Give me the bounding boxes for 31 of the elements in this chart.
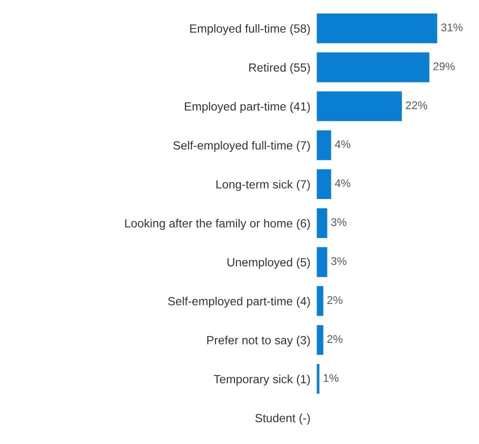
bar: [316, 362, 321, 396]
y-tick-label: Prefer not to say (3): [207, 336, 310, 347]
bar: [316, 168, 333, 200]
y-tick-label: Employed part-time (41): [184, 102, 310, 113]
y-tick-label: Unemployed (5): [228, 258, 310, 269]
data-label: 2%: [327, 296, 342, 304]
data-label: 3%: [331, 218, 346, 226]
data-label: 22%: [406, 101, 428, 110]
bar: [316, 90, 404, 123]
y-tick-label: Long-term sick (7): [216, 180, 310, 191]
data-label: 1%: [324, 374, 339, 382]
y-tick-label: Student (-): [255, 414, 310, 425]
y-tick-label: Self-employed full-time (7): [173, 140, 310, 152]
y-tick-label: Retired (55): [249, 63, 310, 74]
y-tick-label: Self-employed part-time (4): [168, 296, 310, 308]
data-label: 4%: [334, 140, 350, 148]
y-tick-label: Looking after the family or home (6): [125, 218, 310, 230]
data-label: 4%: [334, 179, 350, 188]
data-label: 3%: [331, 257, 346, 266]
bar: [316, 284, 325, 318]
bar: [316, 12, 439, 45]
bar: [316, 128, 333, 162]
bar: [316, 206, 329, 240]
bar: [316, 51, 431, 84]
y-tick-label: Employed full-time (58): [190, 24, 310, 36]
y-tick-label: Temporary sick (1): [214, 374, 310, 386]
data-label: 2%: [327, 335, 342, 343]
bar: [316, 324, 325, 356]
data-label: 29%: [433, 62, 455, 70]
data-label: 31%: [441, 23, 463, 32]
bar: [316, 246, 329, 278]
